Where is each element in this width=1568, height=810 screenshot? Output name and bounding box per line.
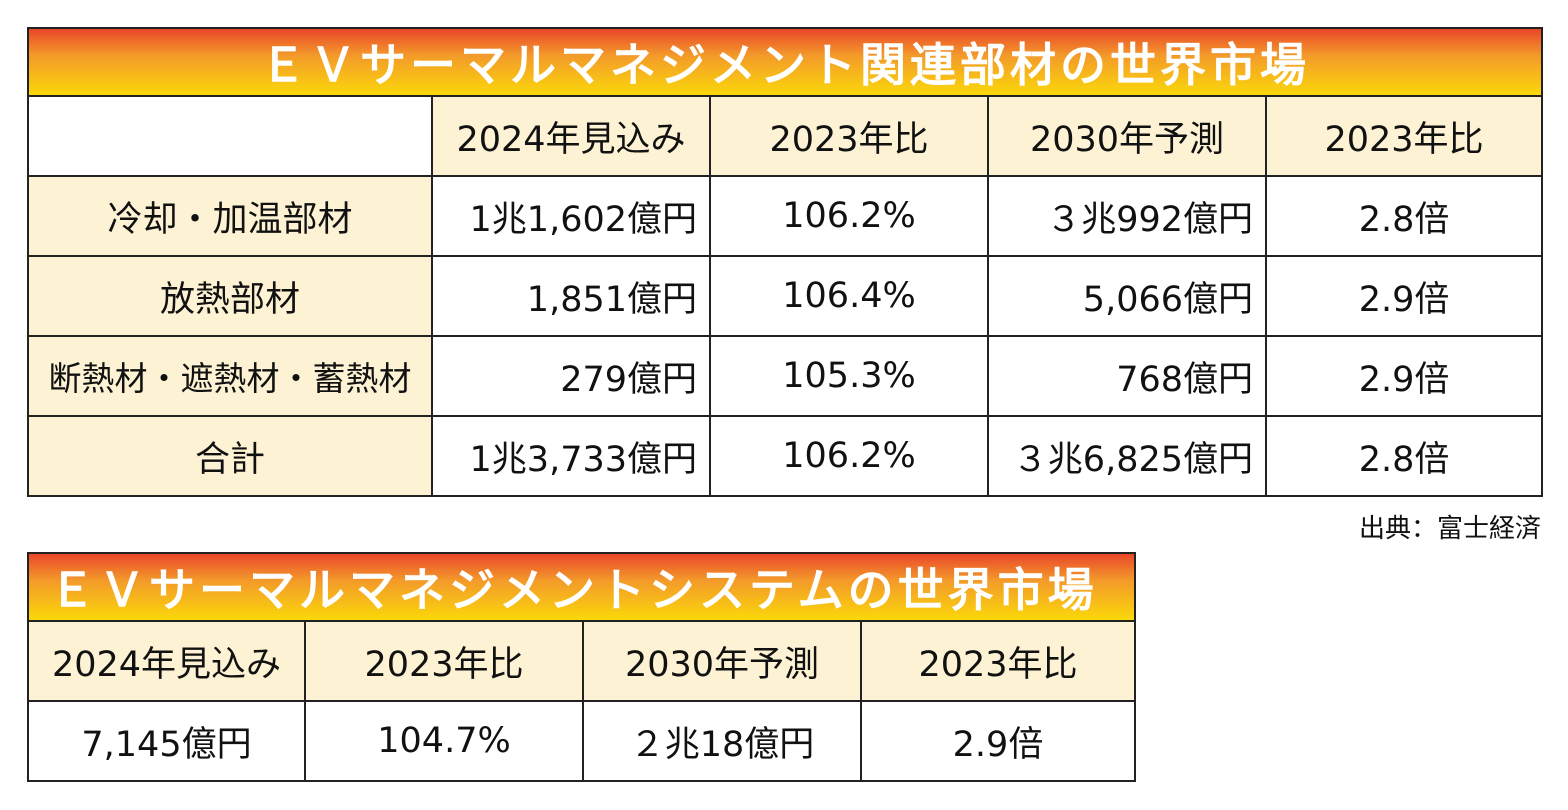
cell: 7,145億円: [27, 700, 306, 782]
header-cell: 2024年見込み: [431, 95, 711, 177]
cell: 2.8倍: [1264, 415, 1544, 497]
header-cell: 2030年予測: [582, 620, 862, 702]
table-row: 放熱部材 1,851億円 106.4% 5,066億円 2.9倍: [27, 255, 1544, 337]
header-cell: 2024年見込み: [27, 620, 306, 702]
header-row: 2024年見込み 2023年比 2030年予測 2023年比: [27, 620, 1136, 702]
cell: 279億円: [431, 335, 711, 417]
cell: 768億円: [987, 335, 1267, 417]
cell: 104.7%: [304, 700, 584, 782]
table-title: ＥＶサーマルマネジメントシステムの世界市場: [27, 552, 1136, 622]
header-cell: 2023年比: [860, 620, 1136, 702]
cell: 1,851億円: [431, 255, 711, 337]
cell: 106.4%: [709, 255, 989, 337]
cell: 2.8倍: [1264, 175, 1544, 257]
parts-market-table: ＥＶサーマルマネジメント関連部材の世界市場 2024年見込み 2023年比 20…: [26, 27, 1544, 497]
cell: 5,066億円: [987, 255, 1267, 337]
cell: ３兆6,825億円: [987, 415, 1267, 497]
row-label: 断熱材・遮熱材・蓄熱材: [27, 335, 433, 417]
cell: 2.9倍: [1264, 335, 1544, 417]
cell: 106.2%: [709, 175, 989, 257]
header-cell: 2023年比: [709, 95, 989, 177]
system-market-table: ＥＶサーマルマネジメントシステムの世界市場 2024年見込み 2023年比 20…: [27, 552, 1136, 782]
row-label: 放熱部材: [27, 255, 433, 337]
cell: ３兆992億円: [987, 175, 1267, 257]
header-cell: 2023年比: [1264, 95, 1544, 177]
table-row: 7,145億円 104.7% ２兆18億円 2.9倍: [27, 700, 1136, 782]
header-cell: 2023年比: [304, 620, 584, 702]
cell: 1兆3,733億円: [431, 415, 711, 497]
cell: ２兆18億円: [582, 700, 862, 782]
table-title: ＥＶサーマルマネジメント関連部材の世界市場: [26, 27, 1544, 97]
cell: 105.3%: [709, 335, 989, 417]
table-row: 冷却・加温部材 1兆1,602億円 106.2% ３兆992億円 2.8倍: [27, 175, 1544, 257]
table-row-total: 合計 1兆3,733億円 106.2% ３兆6,825億円 2.8倍: [27, 415, 1544, 497]
header-row: 2024年見込み 2023年比 2030年予測 2023年比: [27, 95, 1544, 177]
source-credit: 出典：富士経済: [1358, 514, 1541, 544]
cell: 1兆1,602億円: [431, 175, 711, 257]
cell: 106.2%: [709, 415, 989, 497]
table-row: 断熱材・遮熱材・蓄熱材 279億円 105.3% 768億円 2.9倍: [27, 335, 1544, 417]
row-label: 冷却・加温部材: [27, 175, 433, 257]
cell: 2.9倍: [860, 700, 1136, 782]
header-empty: [27, 95, 433, 177]
row-label: 合計: [27, 415, 433, 497]
cell: 2.9倍: [1264, 255, 1544, 337]
header-cell: 2030年予測: [987, 95, 1267, 177]
